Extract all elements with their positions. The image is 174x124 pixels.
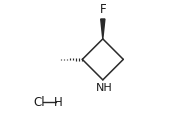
- Text: H: H: [54, 96, 63, 109]
- Polygon shape: [101, 19, 105, 39]
- Text: Cl: Cl: [34, 96, 45, 109]
- Text: F: F: [100, 3, 106, 16]
- Text: NH: NH: [96, 83, 113, 93]
